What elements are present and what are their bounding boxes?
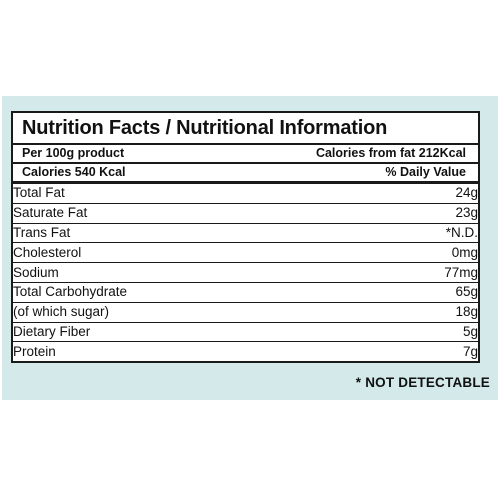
nutrient-value: 24g — [371, 184, 478, 204]
daily-value-header: % Daily Value — [385, 165, 466, 179]
nutrient-name: (of which sugar) — [13, 302, 372, 323]
label-title: Nutrition Facts / Nutritional Informatio… — [13, 113, 478, 145]
nutrient-name: Trans Fat — [13, 223, 372, 244]
nutrient-name: Sodium — [13, 262, 372, 283]
nutrient-value: 77mg — [371, 262, 478, 283]
table-row: Total Fat 24g — [13, 184, 478, 204]
table-row: Dietary Fiber 5g — [13, 322, 478, 343]
nutrient-value: 0mg — [371, 242, 478, 264]
calories-total: Calories 540 Kcal — [22, 165, 126, 179]
nutrient-name: Dietary Fiber — [13, 322, 372, 343]
table-row: Cholesterol 0mg — [13, 242, 478, 264]
nutrient-value: *N.D. — [371, 223, 478, 244]
nutrient-value: 18g — [371, 302, 478, 323]
serving-size: Per 100g product — [22, 146, 125, 160]
nutrient-value: 7g — [462, 343, 478, 359]
table-row: Trans Fat *N.D. — [13, 223, 478, 244]
nutrient-value: 5g — [371, 322, 478, 343]
nutrient-value: 65g — [371, 282, 478, 303]
nutrient-value: 23g — [371, 203, 478, 224]
table-row: Sodium 77mg — [13, 262, 478, 283]
nutrient-name: Protein — [13, 343, 56, 359]
nutrient-name: Cholesterol — [13, 242, 372, 264]
serving-row: Per 100g product Calories from fat 212Kc… — [13, 145, 478, 164]
nutrient-name: Saturate Fat — [13, 203, 372, 224]
calories-row: Calories 540 Kcal % Daily Value — [13, 164, 478, 184]
table-row: (of which sugar) 18g — [13, 302, 478, 323]
nutrients-table: Total Fat 24g Saturate Fat 23g Trans Fat… — [13, 184, 478, 361]
calories-from-fat: Calories from fat 212Kcal — [315, 146, 466, 160]
table-row: Saturate Fat 23g — [13, 203, 478, 224]
table-row: Protein 7g — [13, 342, 478, 361]
table-row: Total Carbohydrate 65g — [13, 282, 478, 303]
nutrient-name: Total Carbohydrate — [13, 282, 372, 303]
nutrition-label: Nutrition Facts / Nutritional Informatio… — [11, 111, 480, 364]
footnote: * NOT DETECTABLE — [355, 375, 490, 390]
nutrient-name: Total Fat — [13, 184, 372, 204]
